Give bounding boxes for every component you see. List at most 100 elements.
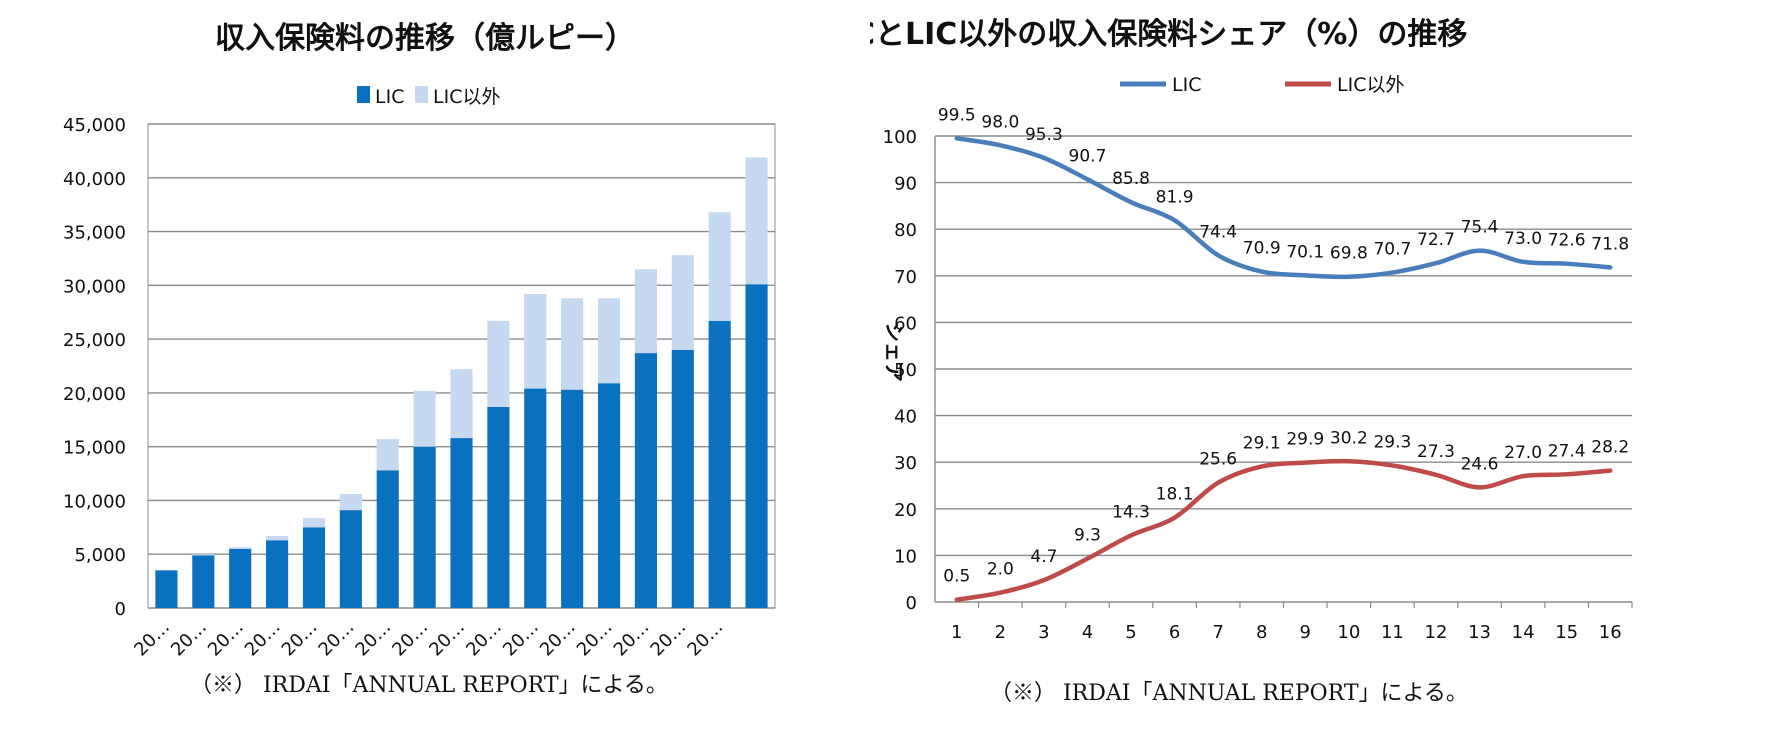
y-tick-label: 0 (906, 593, 917, 614)
share-trend-panel: LICとLIC以外の収入保険料シェア（%）の推移 LIC LIC以外 シェア 0… (823, 0, 1765, 736)
y-tick-label: 80 (894, 220, 917, 241)
bar-lic (192, 555, 215, 608)
legend-label-lic-share: LIC (1172, 74, 1201, 96)
x-tick-label: 2 (995, 622, 1006, 643)
x-tick-label: 8 (1256, 622, 1267, 643)
bar-non-lic (745, 157, 768, 285)
data-label-lic: 70.1 (1286, 242, 1324, 262)
data-label-non-lic: 27.0 (1504, 443, 1542, 463)
data-label-lic: 73.0 (1504, 229, 1542, 249)
data-label-lic: 99.5 (938, 105, 976, 125)
line-chart-gridlines (934, 135, 1632, 603)
x-tick-label: 1 (951, 622, 962, 643)
bar-chart-y-axis: 0 5,000 10,000 15,000 20,000 25,000 30,000 35,0… (63, 115, 126, 620)
data-label-lic: 81.9 (1156, 187, 1194, 207)
y-tick-label: 30 (894, 453, 917, 474)
x-tick-label: 20… (647, 617, 691, 661)
x-tick-label: 20… (167, 617, 211, 661)
y-tick-label: 10 (894, 546, 917, 567)
line-chart-title: LICとLIC以外の収入保険料シェア（%）の推移 (870, 17, 1467, 52)
x-tick-label: 20… (462, 617, 506, 661)
x-tick-label: 12 (1425, 622, 1448, 643)
bar-non-lic (192, 554, 215, 556)
data-label-non-lic: 9.3 (1074, 526, 1101, 546)
x-tick-label: 20… (351, 617, 395, 661)
bar-lic (671, 349, 694, 608)
data-label-lic: 70.7 (1373, 240, 1411, 260)
bar-non-lic (487, 320, 510, 407)
bar-non-lic (302, 518, 326, 528)
line-chart-series (954, 136, 1613, 602)
y-tick-label: 90 (894, 174, 917, 195)
bar-chart-source-note: （※） IRDAI「ANNUAL REPORT」による。 (190, 673, 668, 698)
x-tick-label: 3 (1038, 622, 1049, 643)
line-chart-source-note: （※） IRDAI「ANNUAL REPORT」による。 (990, 681, 1468, 706)
bar-lic (413, 446, 436, 608)
data-label-non-lic: 27.3 (1417, 442, 1455, 462)
y-tick-label: 0 (115, 599, 126, 620)
legend-swatch-lic (357, 86, 370, 103)
data-label-non-lic: 25.6 (1199, 450, 1237, 470)
bar-lic (155, 570, 178, 608)
y-tick-label: 20 (894, 500, 917, 521)
data-label-non-lic: 14.3 (1112, 502, 1150, 522)
line-chart-legend: LIC LIC以外 (1120, 74, 1404, 96)
y-tick-label: 35,000 (63, 223, 126, 244)
y-tick-label: 40,000 (63, 169, 126, 190)
x-tick-label: 20… (683, 617, 727, 661)
data-label-non-lic: 2.0 (987, 560, 1014, 580)
x-tick-label: 10 (1337, 622, 1360, 643)
y-tick-label: 60 (894, 313, 917, 334)
series-line-non-lic (954, 458, 1613, 602)
bar-non-lic (413, 390, 436, 447)
data-label-lic: 71.8 (1591, 234, 1629, 254)
x-tick-label: 20… (388, 617, 432, 661)
x-tick-label: 11 (1381, 622, 1404, 643)
bar-lic (745, 284, 768, 608)
data-label-non-lic: 30.2 (1330, 428, 1368, 448)
legend-label-non-lic-share: LIC以外 (1337, 74, 1404, 96)
y-tick-label: 10,000 (63, 491, 126, 512)
y-tick-label: 45,000 (63, 115, 126, 136)
data-label-non-lic: 0.5 (943, 567, 970, 587)
x-tick-label: 4 (1082, 622, 1093, 643)
bar-lic (634, 353, 657, 608)
y-tick-label: 5,000 (74, 545, 126, 566)
bar-lic (487, 406, 510, 608)
y-tick-label: 70 (894, 267, 917, 288)
bar-lic (339, 510, 362, 608)
bar-non-lic (524, 293, 547, 389)
x-tick-label: 20… (610, 617, 654, 661)
bar-chart-bars (155, 157, 768, 608)
data-label-lic: 72.7 (1417, 230, 1455, 250)
data-label-non-lic: 29.1 (1243, 433, 1281, 453)
bar-chart-legend: LIC LIC以外 (357, 86, 500, 108)
y-tick-label: 50 (894, 360, 917, 381)
line-chart-y-axis-label: シェア (882, 322, 906, 382)
premium-trend-panel: 収入保険料の推移（億ルピー） LIC LIC以外 0 5,000 10,000 15,… (0, 0, 870, 736)
data-label-lic: 69.8 (1330, 244, 1368, 264)
bar-non-lic (634, 269, 657, 354)
bar-chart-x-axis: 20…20…20…20…20…20…20…20…20…20…20…20…20…2… (130, 617, 727, 661)
data-label-non-lic: 29.9 (1286, 430, 1324, 450)
x-tick-label: 20… (536, 617, 580, 661)
bar-lic (597, 383, 621, 608)
bar-non-lic (266, 535, 289, 541)
bar-non-lic (229, 547, 252, 549)
bar-chart-title: 収入保険料の推移（億ルピー） (215, 21, 635, 56)
x-tick-label: 9 (1300, 622, 1311, 643)
bar-lic (524, 388, 547, 608)
y-tick-label: 100 (883, 127, 917, 148)
y-tick-label: 20,000 (63, 384, 126, 405)
x-tick-label: 6 (1169, 622, 1180, 643)
bar-lic (561, 389, 584, 608)
data-label-non-lic: 4.7 (1030, 547, 1057, 567)
bar-lic (708, 320, 731, 608)
bar-non-lic (450, 369, 473, 439)
data-label-lic: 75.4 (1461, 218, 1499, 238)
legend-label-lic: LIC (375, 86, 404, 108)
line-chart-x-axis: 1 2 3 4 5 6 7 8 9 10 11 12 13 14 15 16 (951, 602, 1633, 643)
series-line-lic (954, 136, 1613, 280)
data-label-lic: 85.8 (1112, 169, 1150, 189)
bar-non-lic (708, 212, 731, 321)
